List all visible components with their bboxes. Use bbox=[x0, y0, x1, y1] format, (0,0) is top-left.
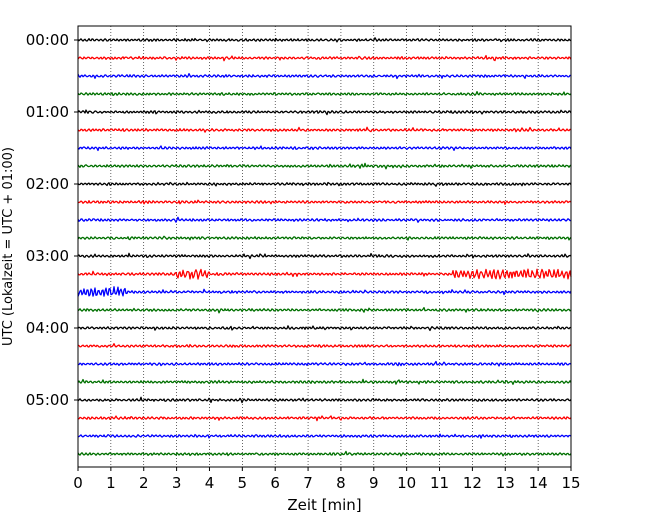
x-tick-label: 6 bbox=[270, 474, 280, 492]
trace-0315 bbox=[77, 268, 572, 280]
y-tick-label: 03:00 bbox=[26, 247, 69, 265]
x-tick-label: 14 bbox=[529, 474, 548, 492]
trace-0115 bbox=[77, 126, 572, 133]
trace-0230 bbox=[77, 216, 572, 223]
y-tick-label: 01:00 bbox=[26, 103, 69, 121]
trace-0515 bbox=[77, 415, 572, 422]
trace-0130 bbox=[77, 145, 572, 152]
trace-0030 bbox=[77, 73, 572, 80]
trace-0530 bbox=[77, 433, 572, 439]
x-tick-label: 3 bbox=[172, 474, 182, 492]
x-axis-ticks: 0 1 2 3 4 5 6 7 8 9 10 11 12 13 14 15 bbox=[73, 467, 581, 492]
x-axis-title: Zeit [min] bbox=[287, 496, 361, 514]
axes bbox=[77, 25, 572, 468]
trace-0445 bbox=[77, 378, 572, 385]
y-tick-label: 04:00 bbox=[26, 319, 69, 337]
y-tick-label: 05:00 bbox=[26, 391, 69, 409]
trace-0045 bbox=[77, 90, 572, 96]
x-tick-label: 2 bbox=[139, 474, 149, 492]
trace-0345 bbox=[77, 306, 572, 314]
x-tick-label: 8 bbox=[336, 474, 346, 492]
x-tick-label: 1 bbox=[106, 474, 116, 492]
y-axis-ticks: 00:00 01:00 02:00 03:00 04:00 05:00 bbox=[26, 31, 78, 409]
x-tick-label: 7 bbox=[303, 474, 313, 492]
x-tick-label: 13 bbox=[496, 474, 515, 492]
trace-group bbox=[77, 37, 572, 457]
trace-0330 bbox=[77, 286, 572, 297]
y-tick-label: 00:00 bbox=[26, 31, 69, 49]
trace-0500 bbox=[77, 396, 572, 404]
x-tick-label: 12 bbox=[463, 474, 482, 492]
y-axis-title: UTC (Lokalzeit = UTC + 01:00) bbox=[1, 147, 16, 346]
trace-0545 bbox=[77, 450, 572, 457]
trace-0000 bbox=[77, 37, 572, 43]
y-tick-label: 02:00 bbox=[26, 175, 69, 193]
x-tick-label: 9 bbox=[369, 474, 379, 492]
x-tick-label: 10 bbox=[397, 474, 416, 492]
trace-0015 bbox=[77, 54, 572, 62]
trace-0100 bbox=[77, 109, 572, 116]
trace-0400 bbox=[77, 325, 572, 332]
x-tick-label: 0 bbox=[73, 474, 83, 492]
plot-frame bbox=[77, 25, 572, 468]
trace-0145 bbox=[77, 162, 572, 170]
x-tick-label: 15 bbox=[561, 474, 580, 492]
x-tick-label: 11 bbox=[430, 474, 449, 492]
x-tick-label: 4 bbox=[205, 474, 215, 492]
trace-0200 bbox=[77, 181, 572, 187]
trace-0300 bbox=[77, 252, 572, 260]
trace-0430 bbox=[77, 360, 572, 367]
trace-0415 bbox=[77, 343, 572, 348]
trace-0245 bbox=[77, 235, 572, 241]
x-tick-label: 5 bbox=[238, 474, 248, 492]
trace-0215 bbox=[77, 199, 572, 205]
